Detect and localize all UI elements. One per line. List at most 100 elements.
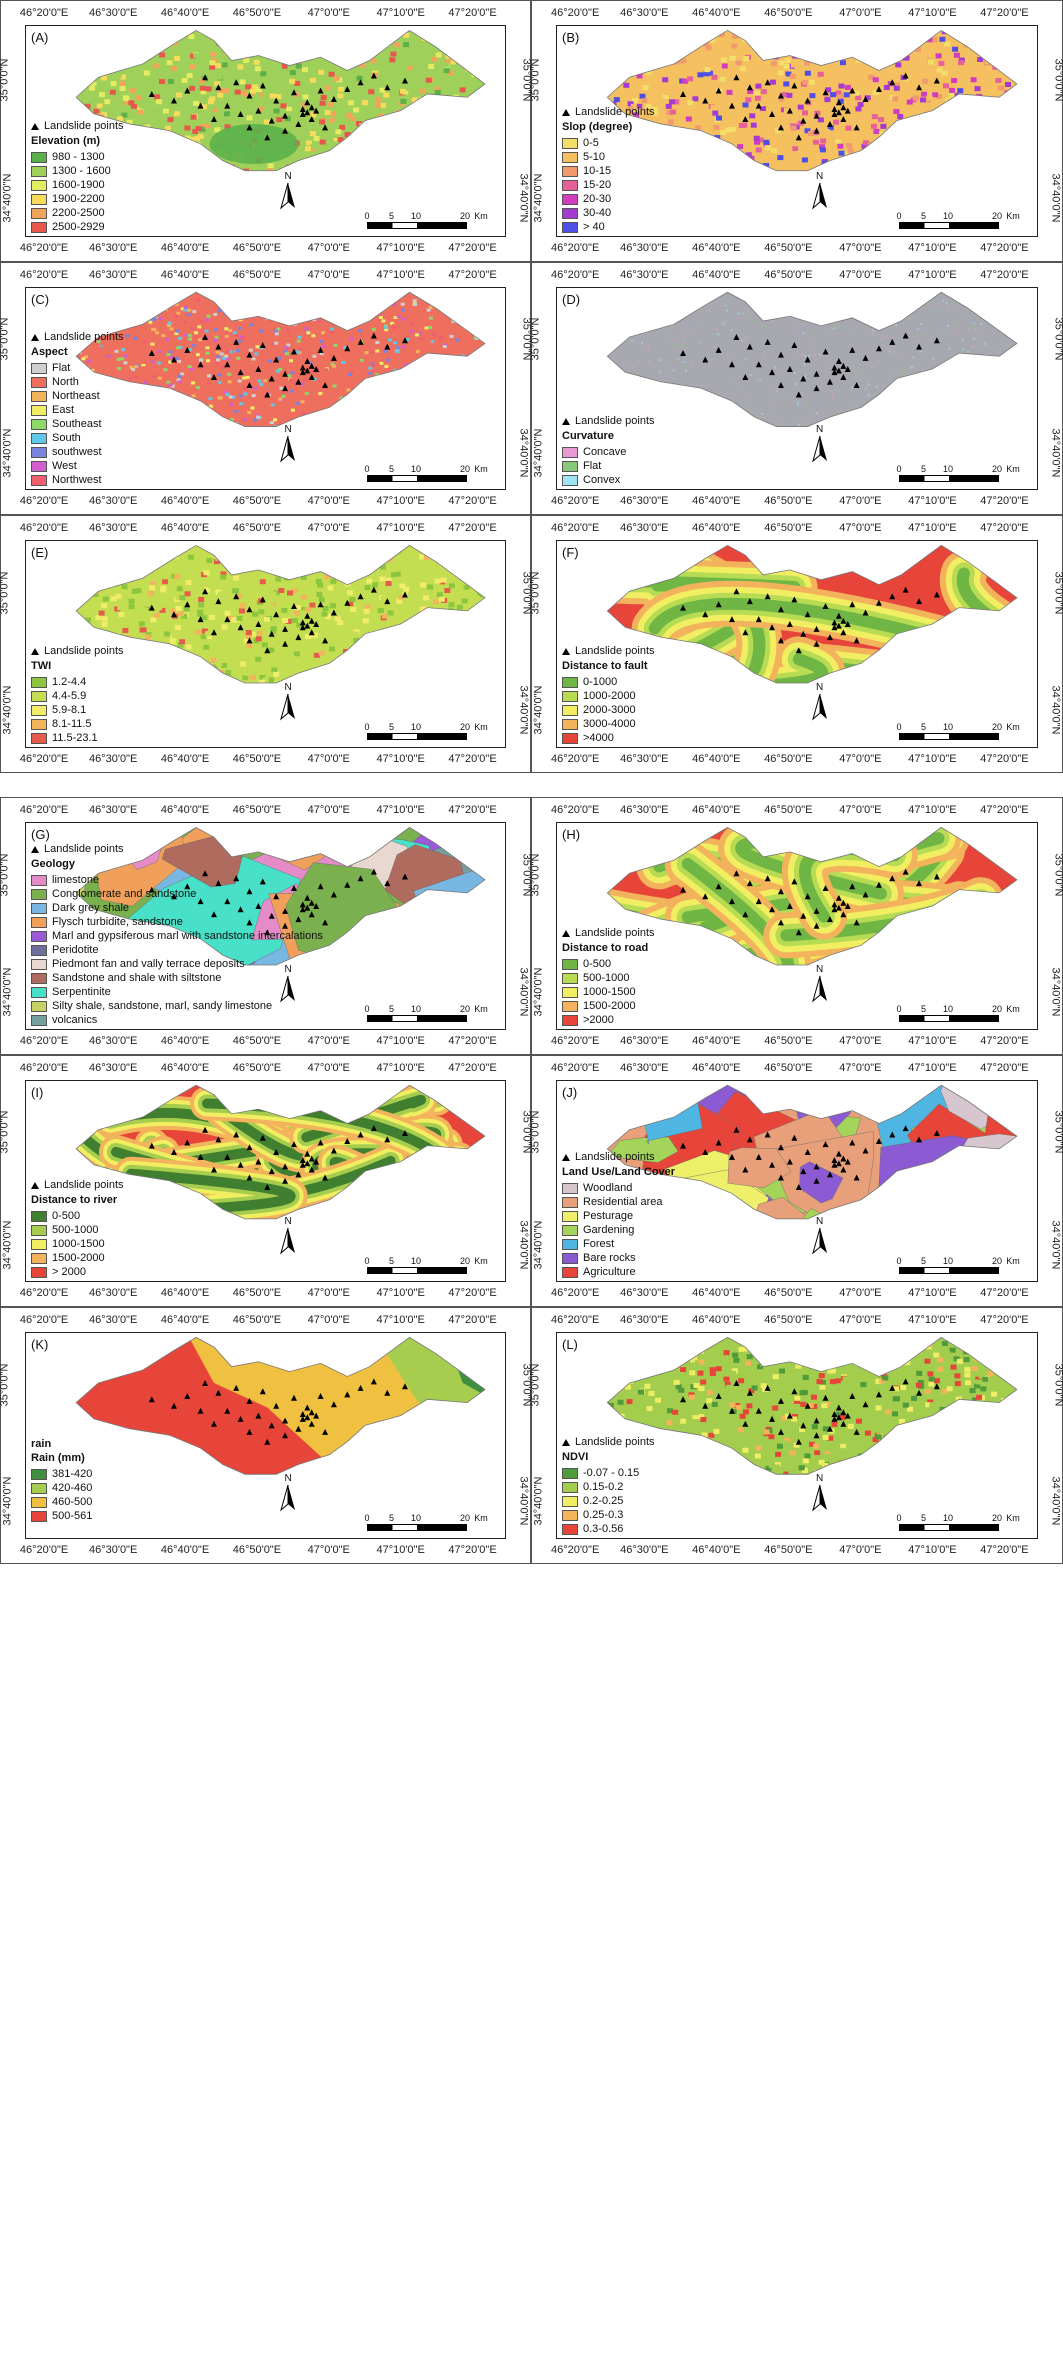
landslide-point xyxy=(764,338,771,345)
longitude-label: 47°0'0"E xyxy=(307,495,350,507)
landslide-point xyxy=(237,1161,244,1168)
panel-letter: (B) xyxy=(562,30,580,45)
landslide-point xyxy=(795,391,802,398)
landslide-point xyxy=(246,1144,253,1151)
north-arrow: N xyxy=(809,1473,831,1515)
landslide-point xyxy=(322,381,329,388)
legend-row: Serpentinite xyxy=(31,985,323,999)
longitude-label: 46°40'0"E xyxy=(692,1035,741,1047)
landslide-point xyxy=(210,1420,217,1427)
landslide-point xyxy=(299,110,306,117)
legend-title: TWI xyxy=(31,660,52,672)
landslide-triangle-icon xyxy=(31,334,39,341)
legend-landslide-points: Landslide points xyxy=(562,928,655,939)
longitude-label: 46°50'0"E xyxy=(764,269,813,281)
scale-bar: 0 5 10 20 Km xyxy=(364,1004,488,1022)
landslide-point xyxy=(742,1420,749,1427)
landslide-point xyxy=(210,911,217,918)
panel-letter: (I) xyxy=(31,1085,44,1100)
landslide-point xyxy=(282,625,289,632)
landslide-point xyxy=(746,1389,753,1396)
landslide-point xyxy=(304,1414,311,1421)
legend-row: 0-1000 xyxy=(562,675,655,689)
map-canvas xyxy=(606,29,1018,172)
legend-row: 0.2-0.25 xyxy=(562,1494,655,1508)
scale-bar: 0 5 10 20 Km xyxy=(364,464,488,482)
landslide-triangle-icon xyxy=(562,648,570,655)
landslide-point xyxy=(777,1428,784,1435)
landslide-point xyxy=(902,332,909,339)
landslide-point xyxy=(299,105,306,112)
landslide-point xyxy=(202,1379,209,1386)
longitude-label: 47°20'0"E xyxy=(448,1544,497,1556)
longitude-label: 46°40'0"E xyxy=(160,753,210,765)
legend-row: 0.3-0.56 xyxy=(562,1522,655,1536)
map-legend: Landslide points Distance to fault 0-1000 1… xyxy=(562,646,655,745)
scale-bar: 0 5 10 20 Km xyxy=(896,1004,1020,1022)
longitude-label: 46°30'0"E xyxy=(88,1544,138,1556)
scale-label: 20 xyxy=(459,1256,471,1266)
legend-row: limestone xyxy=(31,873,323,887)
longitude-label: 46°20'0"E xyxy=(19,7,69,19)
longitude-label: 47°10'0"E xyxy=(908,1035,957,1047)
landslide-point xyxy=(804,97,811,104)
landslide-point xyxy=(224,1153,231,1160)
landslide-point xyxy=(282,385,289,392)
legend-label: 11.5-23.1 xyxy=(52,731,98,744)
landslide-point xyxy=(330,1401,337,1408)
legend-swatch xyxy=(562,676,578,688)
map-frame xyxy=(25,25,506,237)
landslide-point xyxy=(835,358,842,365)
longitude-label: 46°40'0"E xyxy=(160,1314,210,1326)
longitude-label: 46°30'0"E xyxy=(88,495,138,507)
legend-landslide-label: Landslide points xyxy=(575,1151,655,1163)
legend-landslide-points: Landslide points xyxy=(562,107,655,118)
longitude-labels-top: 46°20'0"E 46°30'0"E 46°40'0"E 46°50'0"E 47°0… xyxy=(532,7,1062,21)
landslide-point xyxy=(264,391,271,398)
longitude-label: 47°20'0"E xyxy=(980,1314,1029,1326)
legend-row: 2500-2929 xyxy=(31,220,124,234)
legend-landslide-points: Landslide points xyxy=(31,332,124,343)
map-panel-j: 46°20'0"E 46°30'0"E 46°40'0"E 46°50'0"E 47°0… xyxy=(529,1055,1063,1307)
landslide-point xyxy=(777,919,784,926)
landslide-triangle-icon xyxy=(562,1154,570,1161)
landslide-point xyxy=(259,82,266,89)
legend-label: 1000-2000 xyxy=(583,689,636,702)
legend-swatch xyxy=(31,446,47,458)
latitude-label: 35°0'0"N xyxy=(0,317,11,361)
longitude-label: 47°20'0"E xyxy=(448,804,497,816)
panel-letter: (F) xyxy=(562,545,579,560)
landslide-point xyxy=(290,348,297,355)
legend-swatch xyxy=(562,1509,578,1521)
scale-labels: 0 5 10 20 Km xyxy=(364,722,488,733)
scale-unit: Km xyxy=(474,722,488,732)
legend-label: North xyxy=(52,375,79,388)
longitude-label: 46°30'0"E xyxy=(88,7,138,19)
legend-swatch xyxy=(31,1224,47,1236)
landslide-point xyxy=(202,334,209,341)
landslide-point xyxy=(844,1158,851,1165)
scale-label: 20 xyxy=(991,722,1003,732)
north-label: N xyxy=(816,964,824,975)
landslide-point xyxy=(746,598,753,605)
longitude-label: 46°40'0"E xyxy=(692,1062,741,1074)
landslide-point xyxy=(273,97,280,104)
north-arrow-icon xyxy=(280,1227,296,1255)
legend-row: 20-30 xyxy=(562,192,655,206)
legend-landslide-points: Landslide points xyxy=(31,844,323,855)
scale-bar-graphic xyxy=(899,733,999,740)
scale-bar: 0 5 10 20 Km xyxy=(364,1513,488,1531)
landslide-point xyxy=(170,1149,177,1156)
landslide-point xyxy=(826,916,833,923)
legend-label: > 40 xyxy=(583,220,605,233)
landslide-point xyxy=(384,1136,391,1143)
north-label: N xyxy=(284,682,292,693)
landslide-point xyxy=(237,624,244,631)
scale-labels: 0 5 10 20 Km xyxy=(364,1513,487,1524)
panel-letter: (J) xyxy=(562,1085,578,1100)
scale-label: 5 xyxy=(388,1256,395,1266)
north-arrow-icon xyxy=(811,1227,827,1255)
legend-swatch xyxy=(562,1495,578,1507)
longitude-label: 47°10'0"E xyxy=(908,1287,957,1299)
legend-swatch xyxy=(31,179,47,191)
